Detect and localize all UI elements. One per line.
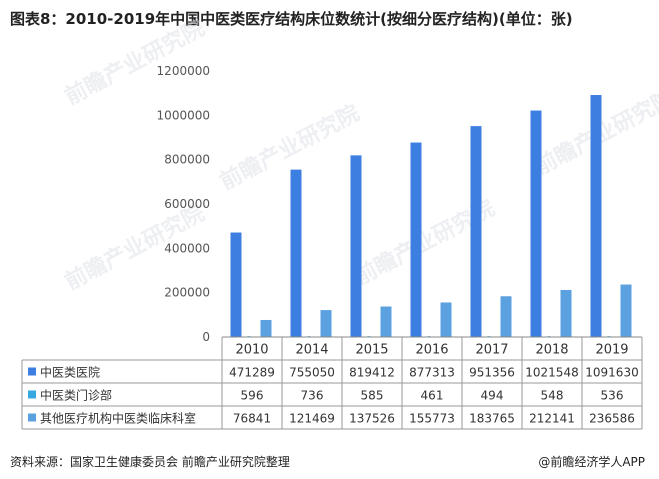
bar-1 xyxy=(230,232,242,337)
bar-3 xyxy=(380,306,392,337)
table-value: 121469 xyxy=(289,412,335,426)
table-value: 236586 xyxy=(589,412,635,426)
table-value: 596 xyxy=(241,389,264,403)
brand-label: @前瞻经济学人APP xyxy=(538,455,645,469)
bar-3 xyxy=(500,296,512,337)
table-value: 951356 xyxy=(469,366,515,380)
table-value: 1021548 xyxy=(525,366,578,380)
x-tick-label: 2014 xyxy=(295,343,328,358)
y-tick-label: 800000 xyxy=(164,153,210,167)
table-value: 736 xyxy=(301,389,324,403)
y-tick-label: 1200000 xyxy=(157,64,210,78)
table-value: 76841 xyxy=(233,412,271,426)
watermark-0: 前瞻产业研究院 xyxy=(61,15,209,110)
y-tick-label: 600000 xyxy=(164,197,210,211)
bar-1 xyxy=(470,126,482,337)
legend-swatch-3 xyxy=(28,413,36,422)
source-note: 资料来源：国家卫生健康委员会 前瞻产业研究院整理 xyxy=(10,455,290,469)
x-tick-label: 2017 xyxy=(475,343,508,358)
bar-1 xyxy=(290,169,302,337)
bar-3 xyxy=(560,289,572,337)
y-tick-label: 0 xyxy=(202,330,210,344)
watermark-1: 前瞻产业研究院 xyxy=(216,100,364,195)
table-value: 819412 xyxy=(349,366,395,380)
table-value: 212141 xyxy=(529,412,575,426)
legend-label-2: 中医类门诊部 xyxy=(40,388,112,403)
table-value: 461 xyxy=(421,389,444,403)
table-value: 877313 xyxy=(409,366,455,380)
x-tick-label: 2015 xyxy=(355,343,388,358)
table-value: 471289 xyxy=(229,366,275,380)
bar-3 xyxy=(260,319,272,337)
bar-3 xyxy=(320,310,332,337)
table-value: 585 xyxy=(361,389,384,403)
chart-title: 图表8：2010-2019年中国中医类医疗结构床位数统计(按细分医疗结构)(单位… xyxy=(10,10,573,28)
y-tick-label: 400000 xyxy=(164,241,210,255)
bar-3 xyxy=(620,284,632,337)
y-tick-label: 1000000 xyxy=(157,108,210,122)
x-tick-label: 2018 xyxy=(535,343,568,358)
table-value: 755050 xyxy=(289,366,335,380)
x-tick-label: 2016 xyxy=(415,343,448,358)
table-value: 494 xyxy=(481,389,504,403)
table-value: 548 xyxy=(541,389,564,403)
table-value: 183765 xyxy=(469,412,515,426)
bar-3 xyxy=(440,302,452,337)
bar-1 xyxy=(410,142,422,337)
table-value: 536 xyxy=(601,389,624,403)
y-tick-label: 200000 xyxy=(164,286,210,300)
x-tick-label: 2010 xyxy=(235,343,268,358)
table-value: 1091630 xyxy=(585,366,638,380)
bar-1 xyxy=(590,95,602,337)
bar-1 xyxy=(350,155,362,337)
legend-swatch-2 xyxy=(28,390,36,399)
table-value: 155773 xyxy=(409,412,455,426)
legend-label-3: 其他医疗机构中医类临床科室 xyxy=(40,411,196,426)
legend-label-1: 中医类医院 xyxy=(40,365,100,380)
bar-1 xyxy=(530,110,542,338)
legend-swatch-1 xyxy=(28,367,36,376)
x-tick-label: 2019 xyxy=(595,343,628,358)
table-value: 137526 xyxy=(349,412,395,426)
